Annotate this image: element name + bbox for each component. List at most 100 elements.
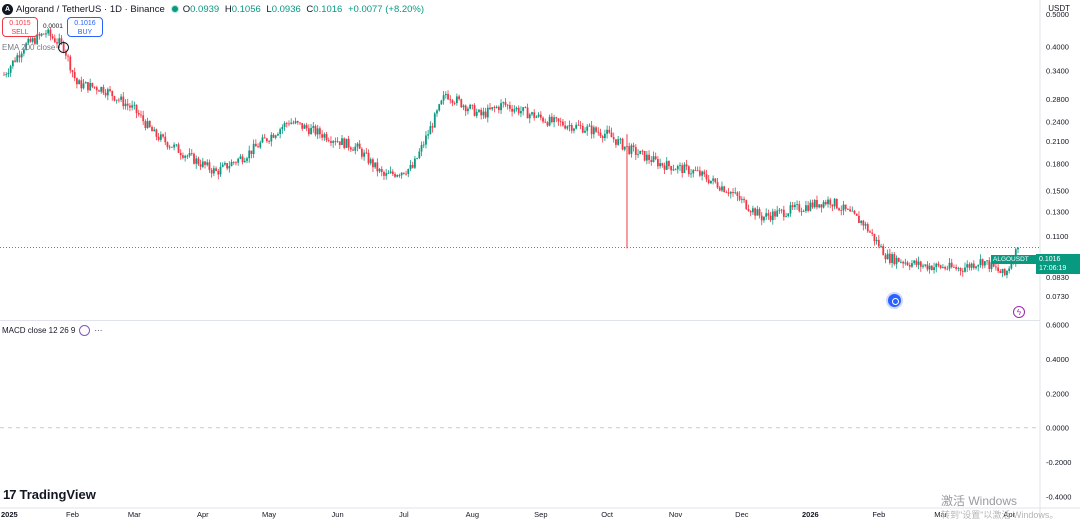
candle-body	[100, 87, 103, 92]
candle-body	[369, 159, 372, 164]
eye-hidden-icon[interactable]	[58, 42, 70, 53]
candle-body	[983, 261, 986, 266]
candle-body	[780, 209, 783, 211]
candle-body	[619, 138, 622, 140]
candle-body	[25, 43, 27, 50]
time-tick-label: 2025	[1, 510, 18, 519]
macd-legend[interactable]: MACD close 12 26 9 ···	[2, 325, 102, 336]
time-tick-label: Dec	[735, 510, 749, 519]
buy-button[interactable]: 0.1016 BUY	[67, 17, 103, 37]
candle-body	[760, 215, 763, 221]
candle-body	[681, 165, 684, 173]
symbol-title[interactable]: Algorand / TetherUS · 1D · Binance	[16, 3, 165, 15]
currency-label[interactable]: USDT	[1048, 4, 1070, 13]
candle-body	[433, 113, 436, 128]
candle-body	[387, 173, 390, 174]
candle-body	[327, 140, 330, 142]
candle-body	[805, 205, 807, 211]
candle-body	[575, 124, 578, 129]
candle-body	[908, 265, 911, 267]
candle-body	[880, 246, 882, 247]
candle-body	[608, 129, 611, 133]
candle-body	[497, 106, 500, 111]
candle-body	[332, 141, 335, 143]
candle-body	[268, 141, 270, 143]
candle-body	[376, 162, 379, 172]
time-tick-label: 2026	[802, 510, 819, 519]
candle-body	[990, 262, 993, 269]
candle-body	[402, 172, 405, 174]
candle-body	[277, 134, 279, 136]
candle-body	[911, 263, 913, 267]
time-tick-label: Mar	[128, 510, 141, 519]
candle-body	[765, 213, 768, 217]
sell-button[interactable]: 0.1015 SELL	[2, 17, 38, 37]
candle-body	[429, 126, 432, 135]
candle-body	[957, 268, 960, 269]
candle-body	[791, 205, 794, 208]
candle-body	[853, 210, 856, 214]
candle-body	[924, 264, 927, 266]
candle-body	[418, 151, 421, 159]
candle-body	[654, 156, 657, 160]
candle-body	[89, 82, 92, 91]
candle-body	[173, 144, 176, 148]
tradingview-logo[interactable]: 17 TradingView	[3, 487, 96, 502]
candle-body	[573, 128, 575, 131]
candle-body	[515, 107, 518, 110]
candle-body	[937, 263, 940, 266]
windows-watermark-title: 激活 Windows	[941, 494, 1018, 508]
price-tick-label: 0.1800	[1046, 160, 1069, 169]
price-tick-label: 0.1500	[1046, 186, 1069, 195]
candle-body	[842, 204, 845, 211]
candle-body	[290, 122, 293, 124]
candle-body	[844, 204, 847, 210]
candle-body	[707, 179, 710, 184]
candle-body	[833, 198, 836, 207]
candle-body	[778, 209, 781, 211]
candle-body	[226, 163, 229, 169]
candle-body	[372, 159, 374, 168]
candle-body	[162, 134, 164, 137]
candle-body	[319, 128, 321, 135]
candle-body	[179, 152, 182, 156]
candle-body	[29, 38, 32, 42]
lightning-event-icon[interactable]: ϟ	[1013, 306, 1025, 318]
candle-body	[422, 144, 425, 146]
candle-body	[824, 201, 827, 205]
candle-body	[151, 126, 153, 132]
ema-legend[interactable]: EMA 200 close	[2, 42, 70, 53]
indicator-settings-icon[interactable]	[79, 325, 91, 336]
candle-body	[323, 134, 326, 138]
candle-body	[411, 164, 414, 168]
price-tick-label: 0.0830	[1046, 273, 1069, 282]
candle-body	[195, 158, 198, 164]
candle-body	[310, 127, 312, 135]
candle-body	[639, 150, 642, 155]
candle-body	[341, 138, 343, 145]
symbol-price-tag: ALGOUSDT	[991, 255, 1036, 264]
candle-body	[972, 263, 975, 269]
candle-body	[809, 202, 812, 211]
candle-body	[930, 265, 933, 270]
candle-body	[391, 171, 394, 175]
candle-body	[961, 270, 964, 272]
candle-body	[221, 164, 224, 167]
macd-tick-label: 0.2000	[1046, 389, 1069, 398]
symbol-header[interactable]: A Algorand / TetherUS · 1D · Binance O0.…	[2, 2, 427, 16]
candle-body	[769, 215, 772, 221]
candle-body	[146, 121, 149, 128]
candle-body	[447, 93, 449, 100]
candle-body	[84, 82, 87, 84]
candle-body	[851, 210, 854, 212]
candle-body	[486, 107, 489, 118]
price-tick-label: 0.2100	[1046, 137, 1069, 146]
macd-tick-label: 0.4000	[1046, 355, 1069, 364]
candle-body	[228, 166, 231, 169]
more-options-icon[interactable]: ···	[94, 326, 103, 335]
candle-body	[970, 263, 973, 268]
event-marker-icon[interactable]	[886, 292, 903, 309]
candle-body	[758, 209, 761, 216]
